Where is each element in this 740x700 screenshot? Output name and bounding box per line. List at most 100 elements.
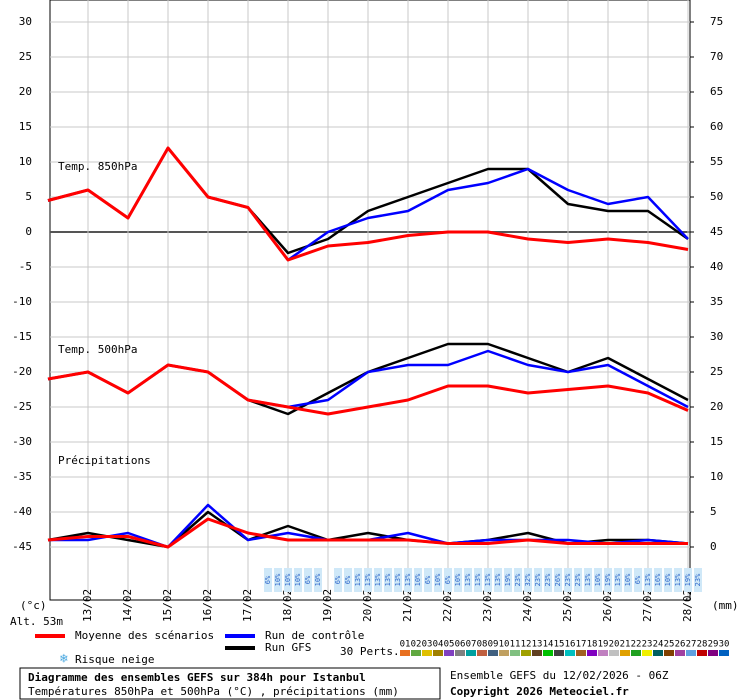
snow-box bbox=[694, 568, 702, 592]
pert-label: 14 bbox=[543, 640, 554, 650]
snow-box bbox=[624, 568, 632, 592]
annotation: Temp. 500hPa bbox=[58, 343, 137, 356]
snow-risk: 10% bbox=[454, 573, 462, 586]
snow-icon: ❄ bbox=[59, 652, 68, 667]
snow-box bbox=[664, 568, 672, 592]
snow-box bbox=[314, 568, 322, 592]
pert-swatch bbox=[719, 650, 729, 656]
chart-subtitle: Températures 850hPa et 500hPa (°C) , pré… bbox=[28, 685, 399, 698]
snow-box bbox=[654, 568, 662, 592]
pert-swatch bbox=[653, 650, 663, 656]
snow-box bbox=[594, 568, 602, 592]
snow-box bbox=[294, 568, 302, 592]
pert-swatch bbox=[620, 650, 630, 656]
pert-label: 29 bbox=[708, 640, 719, 650]
snow-box bbox=[364, 568, 372, 592]
snow-box bbox=[674, 568, 682, 592]
snow-risk: 13% bbox=[394, 573, 402, 586]
pert-swatch bbox=[444, 650, 454, 656]
snow-box bbox=[284, 568, 292, 592]
snow-box bbox=[304, 568, 312, 592]
pert-swatch bbox=[697, 650, 707, 656]
pert-label: 24 bbox=[653, 640, 664, 650]
pert-label: 09 bbox=[488, 640, 499, 650]
snow-box bbox=[684, 568, 692, 592]
pert-label: 25 bbox=[664, 640, 675, 650]
pert-swatch bbox=[565, 650, 575, 656]
snow-risk: 23% bbox=[514, 573, 522, 586]
pert-label: 21 bbox=[620, 640, 631, 650]
y-unit: (°c) bbox=[20, 599, 47, 612]
pert-label: 06 bbox=[455, 640, 466, 650]
x-tick-label: 25/02 bbox=[561, 589, 574, 622]
snow-risk: 23% bbox=[694, 573, 702, 586]
pert-swatch bbox=[587, 650, 597, 656]
pert-swatch bbox=[598, 650, 608, 656]
snow-box bbox=[644, 568, 652, 592]
snow-box bbox=[424, 568, 432, 592]
y2-tick-label: 45 bbox=[710, 225, 723, 238]
pert-swatch bbox=[477, 650, 487, 656]
snow-risk: 13% bbox=[494, 573, 502, 586]
pert-swatch bbox=[554, 650, 564, 656]
y2-tick-label: 40 bbox=[710, 260, 723, 273]
snow-label: Risque neige bbox=[75, 653, 154, 666]
pert-label: 16 bbox=[565, 640, 576, 650]
snow-risk: 23% bbox=[544, 573, 552, 586]
pert-swatch bbox=[576, 650, 586, 656]
snow-risk: 19% bbox=[684, 573, 692, 586]
y-tick-label: -5 bbox=[19, 260, 32, 273]
legend-label: Run GFS bbox=[265, 641, 311, 654]
snow-risk: 13% bbox=[584, 573, 592, 586]
pert-label: 05 bbox=[444, 640, 455, 650]
snow-risk: 6% bbox=[424, 575, 432, 584]
x-tick-label: 15/02 bbox=[161, 589, 174, 622]
snow-box bbox=[384, 568, 392, 592]
snow-box bbox=[344, 568, 352, 592]
snow-risk: 23% bbox=[564, 573, 572, 586]
snow-risk: 23% bbox=[534, 573, 542, 586]
y2-tick-label: 60 bbox=[710, 120, 723, 133]
pert-label: 23 bbox=[642, 640, 653, 650]
snow-risk: 10% bbox=[294, 573, 302, 586]
snow-risk: 23% bbox=[574, 573, 582, 586]
pert-label: 19 bbox=[598, 640, 609, 650]
snow-risk: 13% bbox=[374, 573, 382, 586]
snow-box bbox=[464, 568, 472, 592]
x-tick-label: 22/02 bbox=[441, 589, 454, 622]
pert-swatch bbox=[631, 650, 641, 656]
y2-tick-label: 75 bbox=[710, 15, 723, 28]
pert-swatch bbox=[708, 650, 718, 656]
y-tick-label: 10 bbox=[19, 155, 32, 168]
pert-label: 22 bbox=[631, 640, 642, 650]
snow-risk: 19% bbox=[604, 573, 612, 586]
pert-swatch bbox=[411, 650, 421, 656]
x-tick-label: 21/02 bbox=[401, 589, 414, 622]
snow-box bbox=[554, 568, 562, 592]
snow-risk: 13% bbox=[644, 573, 652, 586]
snow-risk: 16% bbox=[654, 573, 662, 586]
y2-tick-label: 10 bbox=[710, 470, 723, 483]
y-tick-label: -15 bbox=[12, 330, 32, 343]
snow-box bbox=[514, 568, 522, 592]
snow-box bbox=[404, 568, 412, 592]
y2-tick-label: 70 bbox=[710, 50, 723, 63]
pert-swatch bbox=[664, 650, 674, 656]
pert-label: 27 bbox=[686, 640, 697, 650]
snow-box bbox=[574, 568, 582, 592]
series-line bbox=[47, 363, 689, 416]
y2-tick-label: 15 bbox=[710, 435, 723, 448]
snow-box bbox=[394, 568, 402, 592]
snow-risk: 10% bbox=[434, 573, 442, 586]
pert-swatch bbox=[543, 650, 553, 656]
snow-box bbox=[534, 568, 542, 592]
x-tick-label: 26/02 bbox=[601, 589, 614, 622]
pert-label: 03 bbox=[422, 640, 433, 650]
snow-box bbox=[614, 568, 622, 592]
pert-swatch bbox=[675, 650, 685, 656]
y-tick-label: 30 bbox=[19, 15, 32, 28]
snow-box bbox=[334, 568, 342, 592]
snow-risk: 19% bbox=[504, 573, 512, 586]
snow-risk: 6% bbox=[304, 575, 312, 584]
